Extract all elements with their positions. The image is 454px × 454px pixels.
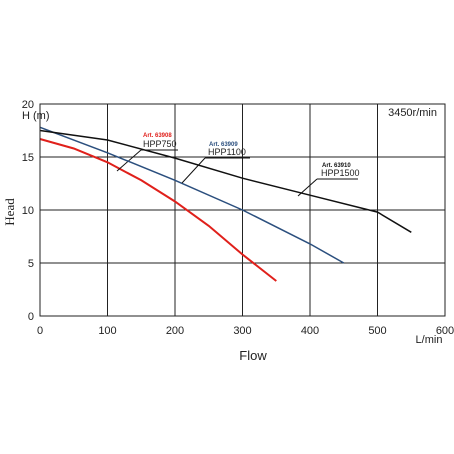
speed-annotation: 3450r/min bbox=[388, 107, 437, 119]
x-axis-title: Flow bbox=[239, 348, 267, 363]
x-tick-label: 100 bbox=[98, 325, 116, 337]
x-tick-label: 500 bbox=[368, 325, 386, 337]
article-label: Art. 63910 bbox=[322, 163, 351, 169]
series-label: HPP750 bbox=[143, 139, 177, 149]
y-tick-label: 20 bbox=[22, 99, 34, 111]
leader-line bbox=[297, 178, 318, 197]
y-tick-label: 0 bbox=[28, 311, 34, 323]
article-label: Art. 63908 bbox=[143, 133, 172, 139]
y-tick-label: 15 bbox=[22, 152, 34, 164]
leader-line bbox=[116, 149, 142, 172]
series-label: HPP1100 bbox=[208, 147, 246, 157]
series-label: HPP1500 bbox=[321, 168, 360, 178]
article-label: Art. 63909 bbox=[209, 142, 238, 148]
y-axis-title: Head bbox=[2, 198, 17, 226]
curve bbox=[39, 129, 412, 233]
curve bbox=[39, 126, 345, 264]
y-tick-label: 5 bbox=[28, 258, 34, 270]
y-tick-label: 10 bbox=[22, 205, 34, 217]
leader-line bbox=[181, 157, 206, 184]
x-unit: L/min bbox=[416, 334, 443, 346]
x-tick-label: 0 bbox=[37, 325, 43, 337]
plot-frame bbox=[39, 103, 446, 317]
x-tick-label: 300 bbox=[233, 325, 251, 337]
x-tick-label: 600 bbox=[436, 325, 454, 337]
y-unit: H (m) bbox=[22, 110, 50, 122]
x-tick-label: 200 bbox=[166, 325, 184, 337]
x-tick-label: 400 bbox=[301, 325, 319, 337]
curve bbox=[39, 138, 277, 282]
